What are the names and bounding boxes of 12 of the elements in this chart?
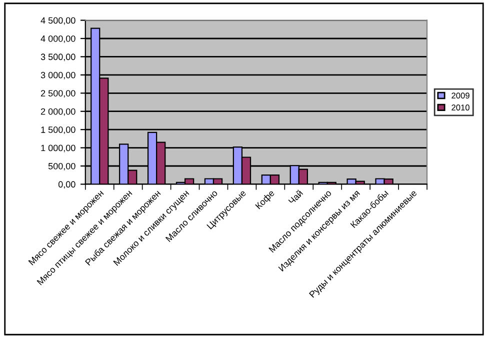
y-tick-label: 500,00 xyxy=(48,162,76,170)
y-tick-label: 0,00 xyxy=(58,181,76,189)
legend-label: 2009 xyxy=(452,92,470,99)
y-tick-label: 3 500,00 xyxy=(40,54,76,62)
y-tick-label: 4 000,00 xyxy=(40,35,76,43)
y-tick-label: 1 000,00 xyxy=(41,144,76,152)
y-tick-label: 2 500,00 xyxy=(40,90,76,98)
legend-label: 2010 xyxy=(452,104,470,110)
y-tick-label: 3 000,00 xyxy=(40,72,76,80)
y-tick-label: 2 000,00 xyxy=(40,108,76,116)
y-tick-label: 1 500,00 xyxy=(41,126,76,134)
y-tick-label: 4 500,00 xyxy=(40,17,76,25)
